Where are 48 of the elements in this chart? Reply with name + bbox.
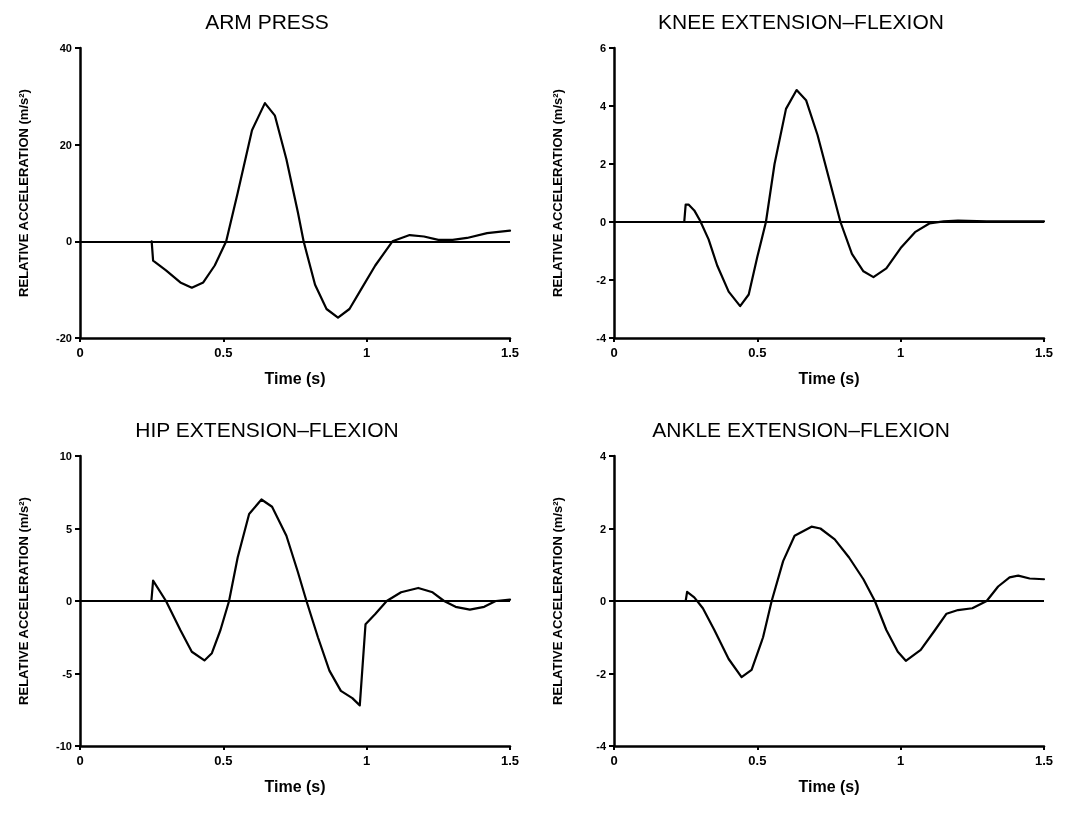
y-tick-label: 4 <box>599 450 607 462</box>
y-tick-label: 0 <box>599 216 606 228</box>
chart-title: KNEE EXTENSION–FLEXION <box>658 10 944 33</box>
x-axis-title: Time (s) <box>798 777 860 795</box>
y-tick-label: -4 <box>596 740 607 752</box>
y-tick-label: 2 <box>599 158 606 170</box>
y-tick-label: -2 <box>596 274 606 286</box>
y-tick-label: -4 <box>596 332 607 344</box>
x-tick-label: 1.5 <box>1034 345 1054 360</box>
y-tick-label: 0 <box>599 595 606 607</box>
chart-title: ANKLE EXTENSION–FLEXION <box>652 418 950 441</box>
x-tick-label: 0.5 <box>748 345 767 360</box>
chart-title: HIP EXTENSION–FLEXION <box>135 418 399 441</box>
x-tick-label: 0.5 <box>748 753 767 768</box>
x-tick-label: 0 <box>76 753 84 768</box>
y-tick-label: 0 <box>65 595 72 607</box>
y-tick-label: 20 <box>59 138 72 151</box>
y-tick-label: -5 <box>62 667 72 680</box>
x-tick-label: 1 <box>897 345 905 360</box>
y-axis-title: RELATIVE ACCELERATION (m/s²) <box>550 89 565 297</box>
x-tick-label: 1.5 <box>500 753 520 768</box>
x-tick-label: 1 <box>897 753 905 768</box>
x-tick-label: 0.5 <box>214 753 233 768</box>
y-tick-label: -10 <box>56 740 72 752</box>
y-tick-label: -20 <box>56 332 72 344</box>
y-tick-label: 10 <box>59 450 72 462</box>
x-tick-label: 0 <box>76 345 84 360</box>
x-tick-label: 0 <box>610 345 618 360</box>
y-tick-label: 0 <box>65 235 72 248</box>
x-axis-title: Time (s) <box>798 369 860 387</box>
y-tick-label: 2 <box>599 522 606 535</box>
y-axis-title: RELATIVE ACCELERATION (m/s²) <box>16 497 31 705</box>
x-tick-label: 1 <box>363 345 371 360</box>
y-tick-label: 5 <box>65 522 72 535</box>
x-tick-label: 0 <box>610 753 618 768</box>
chart-title: ARM PRESS <box>205 10 329 33</box>
x-tick-label: 0.5 <box>214 345 233 360</box>
y-axis-title: RELATIVE ACCELERATION (m/s²) <box>550 497 565 705</box>
y-tick-label: 4 <box>599 100 607 112</box>
x-tick-label: 1.5 <box>1034 753 1054 768</box>
x-tick-label: 1.5 <box>500 345 520 360</box>
y-axis-title: RELATIVE ACCELERATION (m/s²) <box>16 89 31 297</box>
y-tick-label: 40 <box>59 42 72 54</box>
x-tick-label: 1 <box>363 753 371 768</box>
y-tick-label: 6 <box>599 42 606 54</box>
x-axis-title: Time (s) <box>264 777 326 795</box>
y-tick-label: -2 <box>596 667 606 680</box>
x-axis-title: Time (s) <box>264 369 326 387</box>
